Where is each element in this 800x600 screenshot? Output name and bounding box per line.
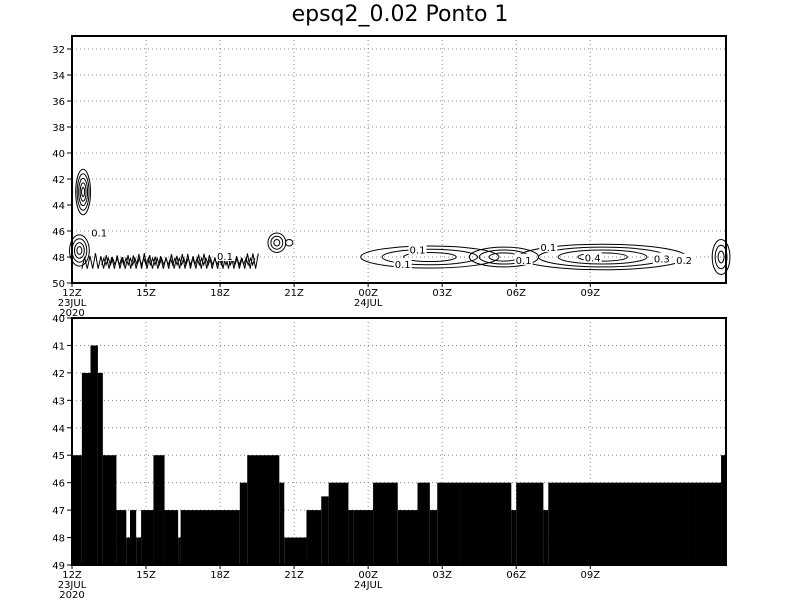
y-tick-label: 46 (52, 479, 65, 490)
y-tick-label: 44 (52, 424, 65, 435)
contour-label: 0.4 (585, 253, 601, 264)
contour-label: 0.1 (217, 252, 233, 263)
date-label: 24JUL (354, 298, 383, 309)
bar (459, 483, 511, 565)
bar (543, 510, 548, 565)
date-label: 24JUL (354, 580, 383, 591)
bar (181, 510, 240, 565)
bar-panel: 40 41 42 43 44 45 46 47 48 4912Z 15Z 18Z 21Z 00Z 03Z 06… (52, 314, 726, 600)
bar (329, 483, 349, 565)
bar (430, 510, 437, 565)
y-tick-label: 34 (52, 71, 65, 82)
bar (153, 455, 164, 565)
contour-line (718, 251, 724, 263)
y-tick-label: 32 (52, 45, 65, 56)
bar (548, 483, 689, 565)
y-tick-label: 46 (52, 227, 65, 238)
bar (165, 510, 179, 565)
x-tick-label: 15Z (136, 288, 156, 299)
bar (72, 455, 82, 565)
x-tick-label: 21Z (284, 288, 304, 299)
bar (91, 345, 98, 565)
x-tick-label: 18Z (210, 288, 230, 299)
x-tick-label: 03Z (432, 288, 452, 299)
date-label: 2020 (59, 590, 84, 600)
y-tick-label: 41 (52, 341, 65, 352)
y-tick-label: 40 (52, 314, 65, 325)
bar (240, 483, 247, 565)
bar (689, 483, 721, 565)
bar (82, 373, 91, 565)
bar (516, 483, 543, 565)
bar (373, 483, 398, 565)
bar (126, 538, 130, 565)
bar (418, 483, 430, 565)
bar (348, 510, 353, 565)
contour-line (82, 187, 85, 196)
bar (130, 510, 136, 565)
contour-line (76, 169, 91, 215)
contour-line (80, 183, 86, 201)
x-tick-label: 06Z (506, 570, 526, 581)
y-tick-label: 42 (52, 369, 65, 380)
bar (284, 538, 306, 565)
contour-line (558, 250, 647, 264)
bar (178, 538, 180, 565)
x-tick-label: 18Z (210, 570, 230, 581)
bar (116, 510, 126, 565)
bar (437, 483, 459, 565)
contour-line (77, 247, 82, 255)
x-tick-label: 15Z (136, 570, 156, 581)
contour-line (274, 239, 280, 246)
bar (353, 510, 373, 565)
contour-line (285, 239, 292, 246)
bar (279, 483, 284, 565)
contour-line (74, 243, 84, 259)
y-tick-label: 44 (52, 201, 65, 212)
contour-label: 0.1 (91, 229, 107, 240)
bar (398, 510, 418, 565)
contour-line (271, 236, 283, 249)
contour-label: 0.1 (516, 256, 532, 267)
bar (103, 455, 117, 565)
y-tick-label: 45 (52, 451, 65, 462)
y-tick-label: 40 (52, 149, 65, 160)
contour-label: 0.1 (540, 243, 556, 254)
y-tick-label: 48 (52, 253, 65, 264)
bar (98, 373, 103, 565)
x-tick-label: 21Z (284, 570, 304, 581)
contour-label: 0.1 (395, 260, 411, 271)
bar-series (72, 345, 726, 565)
bar (511, 510, 516, 565)
bar (247, 455, 279, 565)
contour-line (489, 253, 519, 261)
bar (306, 510, 321, 565)
y-tick-label: 38 (52, 123, 65, 134)
bar (321, 496, 328, 565)
y-tick-label: 43 (52, 396, 65, 407)
x-tick-label: 03Z (432, 570, 452, 581)
contour-panel: 32 34 36 38 40 42 44 46 48 5012Z 15Z 18Z 21Z 00Z 03Z 06… (52, 36, 730, 319)
x-tick-label: 09Z (580, 570, 600, 581)
contour-label: 0.2 (676, 256, 692, 267)
x-tick-label: 06Z (506, 288, 526, 299)
contour-label: 0.3 (654, 255, 670, 266)
y-tick-label: 48 (52, 534, 65, 545)
bar (141, 510, 153, 565)
y-tick-label: 47 (52, 506, 65, 517)
bar (136, 538, 141, 565)
contour-label: 0.1 (410, 246, 426, 257)
y-tick-label: 42 (52, 175, 65, 186)
x-tick-label: 09Z (580, 288, 600, 299)
plot-frame (72, 36, 726, 283)
y-tick-label: 36 (52, 97, 65, 108)
